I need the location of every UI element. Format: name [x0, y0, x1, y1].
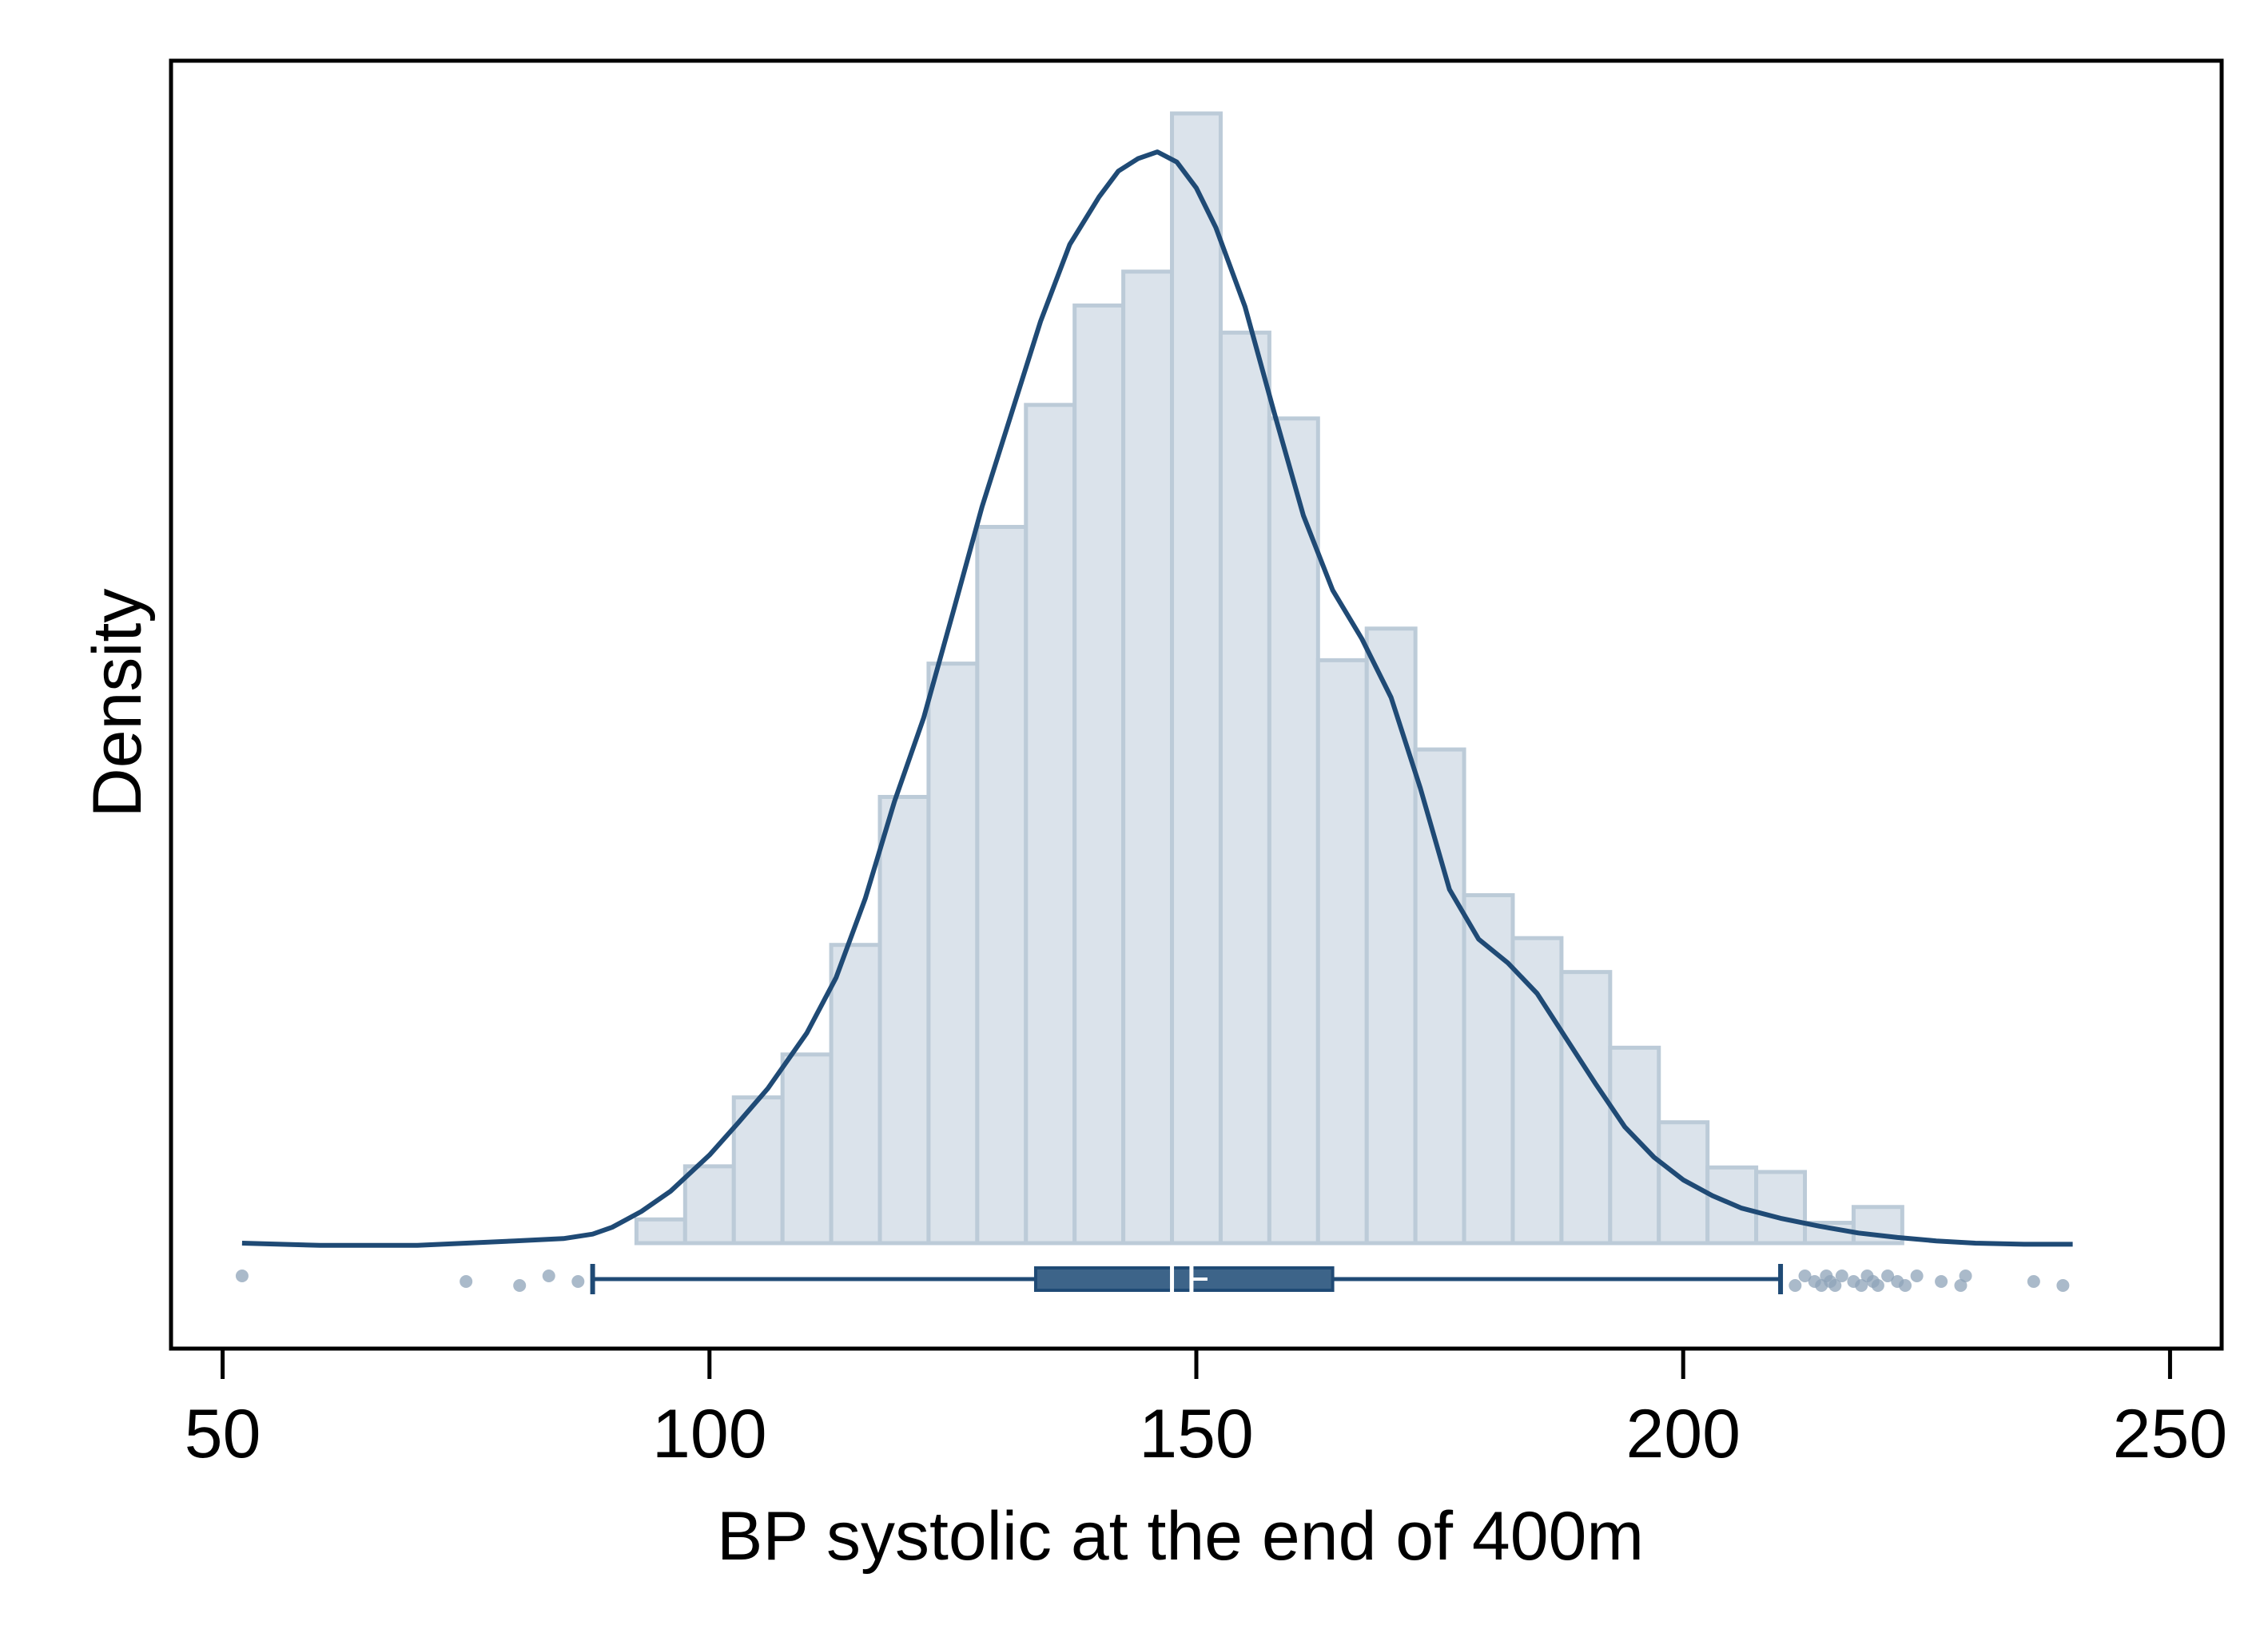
y-axis-title: Density — [79, 589, 156, 818]
outlier-point — [2027, 1275, 2040, 1288]
histogram-bar — [1072, 303, 1126, 1246]
histogram-bar — [975, 525, 1029, 1246]
x-tick-label: 150 — [1139, 1396, 1254, 1472]
boxplot — [590, 1264, 1784, 1294]
histogram-bar — [1413, 747, 1466, 1246]
histogram-bar — [1510, 936, 1564, 1246]
x-axis-ticks: 50 100 150 200 250 — [185, 1349, 2227, 1472]
outlier-point — [1798, 1270, 1812, 1282]
outlier-point — [2056, 1279, 2070, 1292]
x-axis-title: BP systolic at the end of 400m — [717, 1498, 1644, 1575]
outlier-point — [1954, 1279, 1968, 1292]
boxplot-box — [1033, 1266, 1335, 1292]
outlier-point — [1828, 1279, 1842, 1292]
outlier-point — [1899, 1279, 1912, 1292]
histogram-bar — [1315, 658, 1369, 1246]
outlier-point — [1881, 1270, 1895, 1282]
outlier-point — [460, 1275, 473, 1288]
histogram-bars — [634, 111, 1904, 1246]
outlier-point — [513, 1279, 527, 1292]
histogram-bar — [926, 662, 980, 1246]
histogram-bar — [1657, 1120, 1710, 1246]
outlier-point — [1789, 1279, 1802, 1292]
histogram-bar — [1218, 330, 1271, 1246]
outlier-point — [1910, 1270, 1924, 1282]
x-tick-label: 50 — [185, 1396, 261, 1472]
histogram-bar — [829, 943, 882, 1246]
histogram-bar — [1121, 269, 1175, 1246]
outlier-point — [1959, 1270, 1972, 1282]
x-tick-label: 100 — [652, 1396, 767, 1472]
outlier-point — [1855, 1279, 1868, 1292]
histogram-bar — [1267, 416, 1320, 1246]
outlier-point — [571, 1275, 585, 1288]
histogram-bar — [634, 1217, 687, 1246]
histogram-bar — [1754, 1170, 1808, 1246]
outlier-points — [235, 1270, 2070, 1292]
histogram-bar — [780, 1052, 834, 1246]
histogram-bar — [1559, 970, 1613, 1246]
histogram-bar — [1608, 1045, 1661, 1246]
outlier-point — [542, 1270, 555, 1282]
histogram-bar — [1170, 111, 1223, 1246]
outlier-point — [1835, 1270, 1848, 1282]
histogram-bar — [682, 1164, 736, 1246]
histogram-bar — [1364, 626, 1418, 1246]
outlier-point — [1871, 1279, 1884, 1292]
outlier-point — [235, 1270, 249, 1282]
x-tick-label: 200 — [1625, 1396, 1741, 1472]
density-curve — [241, 149, 2073, 1248]
histogram-bar — [1024, 403, 1077, 1246]
x-tick-label: 250 — [2113, 1396, 2228, 1472]
histogram-bar — [1462, 892, 1515, 1246]
histogram-bar — [877, 794, 931, 1246]
outlier-point — [1935, 1275, 1948, 1288]
